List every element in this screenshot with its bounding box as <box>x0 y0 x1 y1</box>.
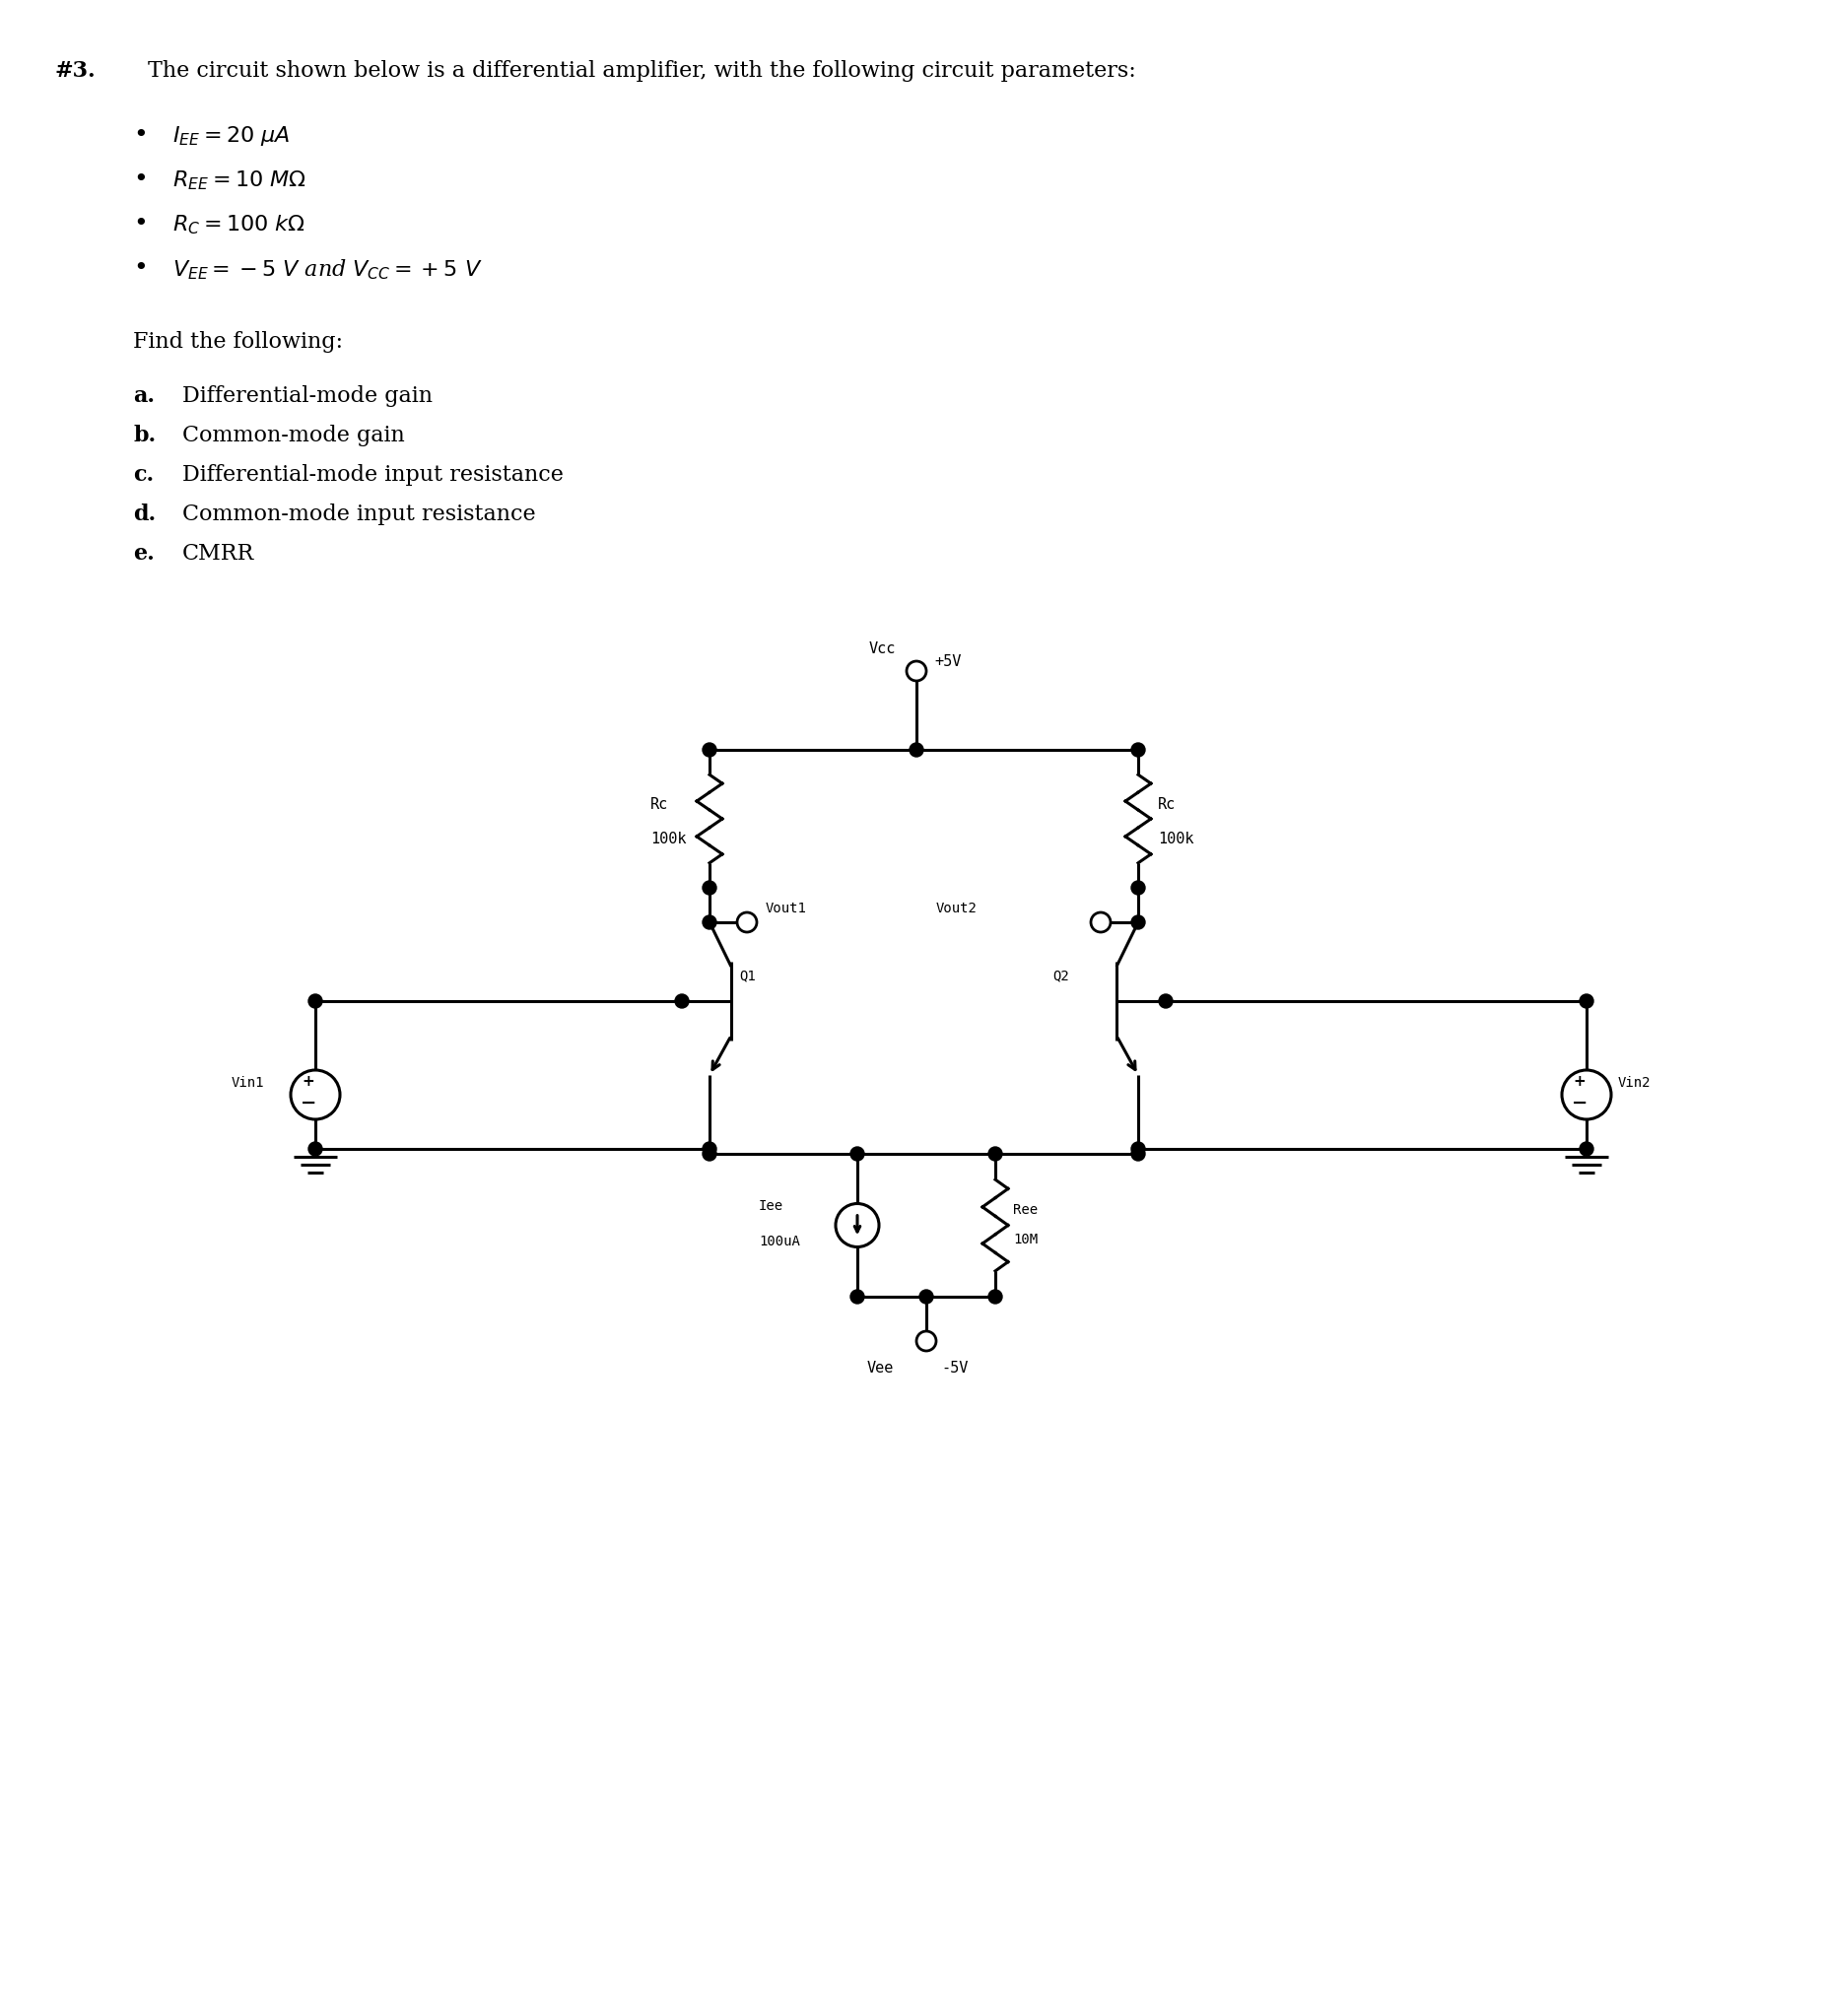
Text: Differential-mode gain: Differential-mode gain <box>183 385 433 407</box>
Text: Common-mode gain: Common-mode gain <box>183 425 405 446</box>
Circle shape <box>850 1290 865 1304</box>
Text: Differential-mode input resistance: Differential-mode input resistance <box>183 464 564 486</box>
Text: a.: a. <box>133 385 155 407</box>
Circle shape <box>850 1147 865 1161</box>
Text: •: • <box>133 125 148 147</box>
Text: •: • <box>133 214 148 236</box>
Circle shape <box>703 1141 717 1155</box>
Text: Vcc: Vcc <box>869 641 896 657</box>
Text: Q2: Q2 <box>1053 968 1069 982</box>
Text: +: + <box>303 1075 314 1089</box>
Text: +5V: +5V <box>934 655 962 669</box>
Text: •: • <box>133 258 148 280</box>
Circle shape <box>909 744 923 756</box>
Text: +: + <box>1573 1075 1586 1089</box>
Text: Vout2: Vout2 <box>936 901 978 915</box>
Text: $V_{EE} = -5\ V$ and $V_{CC} = +5\ V$: $V_{EE} = -5\ V$ and $V_{CC} = +5\ V$ <box>172 258 482 282</box>
Circle shape <box>703 744 717 756</box>
Text: The circuit shown below is a differential amplifier, with the following circuit : The circuit shown below is a differentia… <box>148 60 1135 83</box>
Text: c.: c. <box>133 464 153 486</box>
Text: 10M: 10M <box>1013 1232 1038 1246</box>
Text: 100k: 100k <box>650 833 686 847</box>
Text: Common-mode input resistance: Common-mode input resistance <box>183 504 537 526</box>
Text: Rc: Rc <box>1157 796 1175 812</box>
Text: $R_{EE} = 10\ M\Omega$: $R_{EE} = 10\ M\Omega$ <box>172 169 307 192</box>
Circle shape <box>989 1147 1002 1161</box>
Text: $I_{EE} = 20\ \mu A$: $I_{EE} = 20\ \mu A$ <box>172 125 290 147</box>
Circle shape <box>920 1290 933 1304</box>
Text: 100k: 100k <box>1157 833 1194 847</box>
Text: Vout1: Vout1 <box>766 901 807 915</box>
Circle shape <box>1580 994 1593 1008</box>
Circle shape <box>1091 913 1111 931</box>
Circle shape <box>1132 744 1144 756</box>
Text: 100uA: 100uA <box>759 1234 799 1248</box>
Circle shape <box>1132 1141 1144 1155</box>
Circle shape <box>703 881 717 895</box>
Text: •: • <box>133 169 148 192</box>
Circle shape <box>308 1141 323 1155</box>
Circle shape <box>1132 915 1144 929</box>
Text: Vin1: Vin1 <box>232 1077 265 1091</box>
Circle shape <box>916 1331 936 1351</box>
Text: e.: e. <box>133 542 155 564</box>
Text: CMRR: CMRR <box>183 542 254 564</box>
Circle shape <box>1132 1147 1144 1161</box>
Circle shape <box>1132 881 1144 895</box>
Circle shape <box>737 913 757 931</box>
Circle shape <box>308 994 323 1008</box>
Text: −: − <box>1571 1095 1588 1113</box>
Text: #3.: #3. <box>55 60 95 83</box>
Text: Iee: Iee <box>759 1200 783 1214</box>
Text: b.: b. <box>133 425 155 446</box>
Text: Ree: Ree <box>1013 1204 1038 1216</box>
Circle shape <box>907 661 927 681</box>
Circle shape <box>1580 1141 1593 1155</box>
Text: -5V: -5V <box>942 1361 967 1375</box>
Circle shape <box>675 994 688 1008</box>
Circle shape <box>703 1147 717 1161</box>
Circle shape <box>1159 994 1173 1008</box>
Text: Vee: Vee <box>867 1361 894 1375</box>
Text: Rc: Rc <box>650 796 668 812</box>
Text: d.: d. <box>133 504 155 526</box>
Text: Q1: Q1 <box>739 968 756 982</box>
Text: −: − <box>301 1095 316 1113</box>
Text: Find the following:: Find the following: <box>133 331 343 353</box>
Text: $R_C = 100\ k\Omega$: $R_C = 100\ k\Omega$ <box>172 214 305 236</box>
Circle shape <box>989 1290 1002 1304</box>
Circle shape <box>703 915 717 929</box>
Text: Vin2: Vin2 <box>1619 1077 1652 1091</box>
